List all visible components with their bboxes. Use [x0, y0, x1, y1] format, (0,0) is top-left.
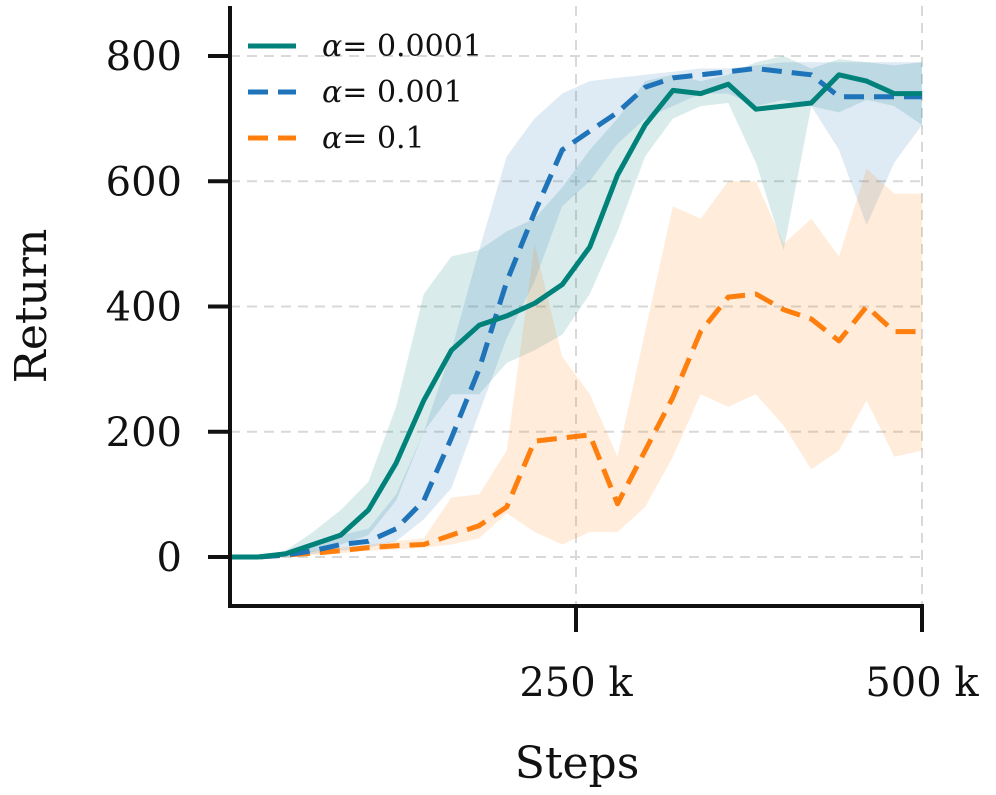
band-series-1: [230, 56, 922, 557]
y-tick-label: 400: [106, 285, 182, 331]
line-series-3: [230, 291, 922, 560]
y-tick-label: 800: [106, 34, 182, 80]
y-tick-label: 600: [106, 159, 182, 205]
band-series-3: [230, 168, 922, 557]
legend-value: = 0.0001: [342, 29, 482, 64]
grid: [230, 6, 923, 606]
legend-symbol: α: [322, 29, 342, 64]
legend-label: α= 0.001: [322, 75, 463, 110]
ticks: 0 200 400 600 800 250 k 500 k: [106, 34, 980, 706]
y-tick-label: 200: [106, 410, 182, 456]
y-axis-label: Return: [6, 229, 57, 384]
line-series-2: [230, 66, 922, 560]
x-axis-label: Steps: [515, 738, 640, 789]
legend-label: α= 0.1: [322, 121, 425, 156]
legend-value: = 0.001: [342, 75, 463, 110]
band-series-2: [230, 62, 922, 558]
x-tick-label: 500 k: [865, 660, 979, 706]
confidence-bands: [230, 56, 922, 558]
legend-label: α= 0.0001: [322, 29, 482, 64]
legend-symbol: α: [322, 75, 342, 110]
legend-symbol: α: [322, 121, 342, 156]
x-tick-label: 250 k: [519, 660, 633, 706]
y-tick-label: 0: [157, 535, 182, 581]
line-series-1: [230, 72, 922, 560]
legend-value: = 0.1: [342, 121, 424, 156]
series-lines: [230, 66, 922, 560]
